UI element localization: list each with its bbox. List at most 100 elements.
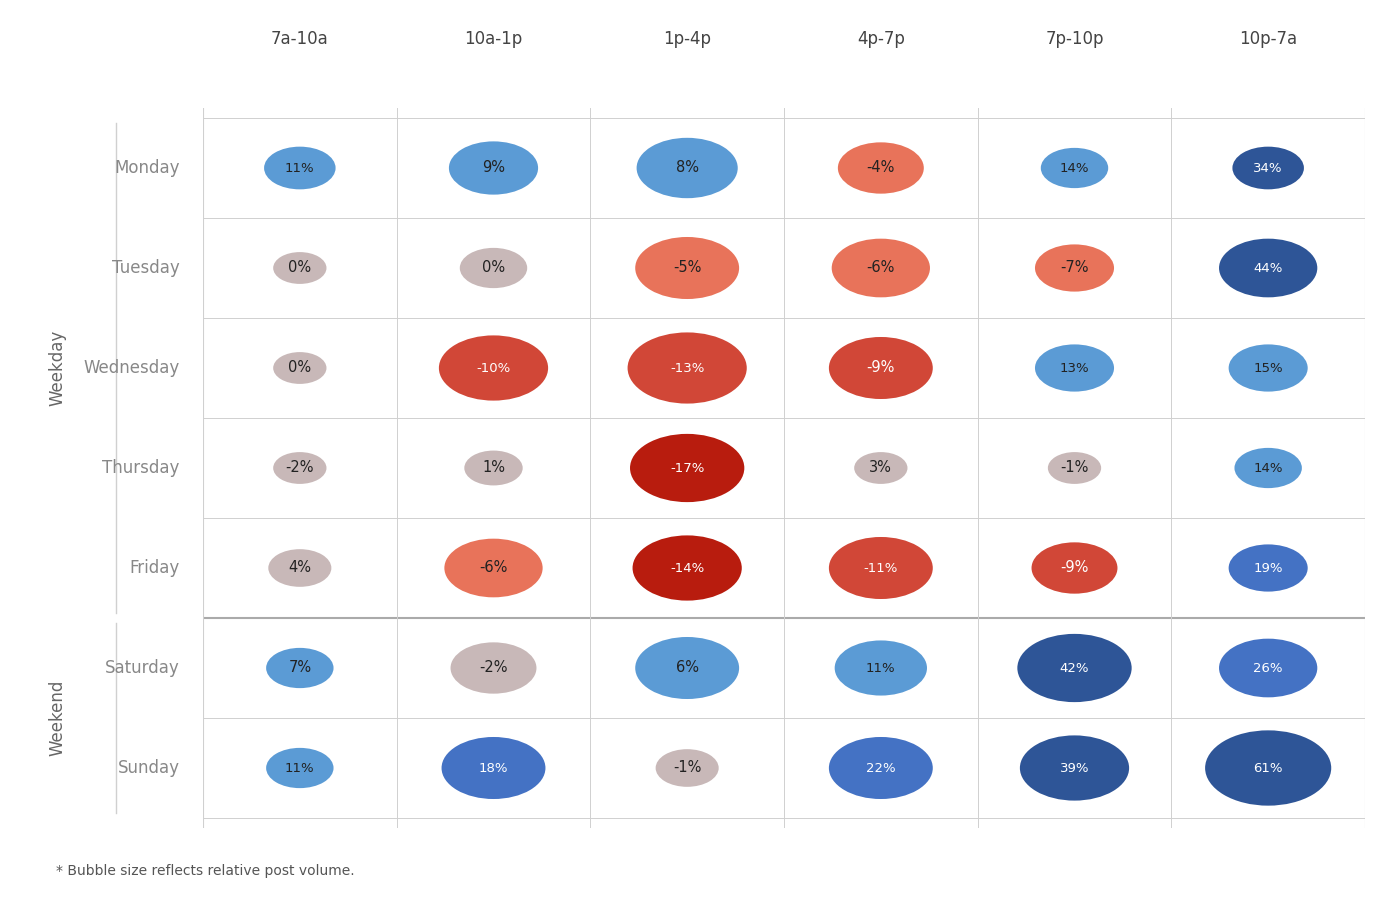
Text: 13%: 13% [1060,362,1089,374]
Text: Sunday: Sunday [118,759,179,777]
Ellipse shape [829,737,932,799]
Text: 11%: 11% [286,161,315,175]
Text: -1%: -1% [1060,461,1089,475]
Text: Friday: Friday [130,559,179,577]
Text: 6%: 6% [676,661,699,676]
Ellipse shape [266,748,333,788]
Text: -13%: -13% [671,362,704,374]
Text: 39%: 39% [1060,761,1089,775]
Ellipse shape [630,434,745,502]
Text: Saturday: Saturday [105,659,179,677]
Ellipse shape [834,641,927,696]
Text: 18%: 18% [479,761,508,775]
Text: 61%: 61% [1253,761,1282,775]
Text: -2%: -2% [286,461,314,475]
Ellipse shape [1019,735,1130,801]
Ellipse shape [273,252,326,284]
Ellipse shape [1232,147,1303,189]
Text: -7%: -7% [1060,260,1089,275]
Text: 15%: 15% [1253,362,1282,374]
Ellipse shape [829,537,932,599]
Ellipse shape [627,332,746,403]
Ellipse shape [1032,543,1117,594]
Ellipse shape [1229,544,1308,591]
Ellipse shape [1235,448,1302,488]
Ellipse shape [269,549,332,587]
Text: Weekend: Weekend [49,680,67,756]
Text: -14%: -14% [671,562,704,574]
Text: 9%: 9% [482,160,505,176]
Ellipse shape [273,352,326,384]
Text: 10a-1p: 10a-1p [465,30,522,48]
Text: -9%: -9% [867,361,895,375]
Text: -4%: -4% [867,160,895,176]
Text: -1%: -1% [673,760,701,776]
Ellipse shape [451,643,536,694]
Ellipse shape [444,539,543,598]
Text: 0%: 0% [288,361,311,375]
Ellipse shape [1229,345,1308,392]
Text: 1p-4p: 1p-4p [664,30,711,48]
Text: 10p-7a: 10p-7a [1239,30,1298,48]
Ellipse shape [1047,452,1102,484]
Text: -17%: -17% [671,462,704,474]
Text: 4%: 4% [288,561,311,575]
Text: 7%: 7% [288,661,311,676]
Text: 3%: 3% [869,461,892,475]
Text: 42%: 42% [1060,662,1089,674]
Text: 11%: 11% [286,761,315,775]
Text: 1%: 1% [482,461,505,475]
Text: Monday: Monday [115,159,179,177]
Ellipse shape [1205,730,1331,806]
Ellipse shape [854,452,907,484]
Ellipse shape [1035,345,1114,392]
Ellipse shape [1018,634,1131,702]
Ellipse shape [465,451,522,485]
Ellipse shape [1219,639,1317,698]
Text: 22%: 22% [867,761,896,775]
Text: -10%: -10% [476,362,511,374]
Ellipse shape [266,648,333,688]
Text: 14%: 14% [1060,161,1089,175]
Ellipse shape [438,336,549,400]
Text: -6%: -6% [867,260,895,275]
Text: 0%: 0% [288,260,311,275]
Ellipse shape [636,637,739,699]
Text: 19%: 19% [1253,562,1282,574]
Text: Weekday: Weekday [49,330,67,406]
Ellipse shape [633,536,742,600]
Text: -5%: -5% [673,260,701,275]
Ellipse shape [1035,245,1114,292]
Text: 44%: 44% [1253,262,1282,274]
Ellipse shape [441,737,546,799]
Text: -9%: -9% [1060,561,1089,575]
Text: Tuesday: Tuesday [112,259,179,277]
Ellipse shape [637,138,738,198]
Ellipse shape [1219,238,1317,297]
Ellipse shape [636,237,739,299]
Ellipse shape [1040,148,1109,188]
Text: 34%: 34% [1253,161,1282,175]
Text: Thursday: Thursday [102,459,179,477]
Ellipse shape [655,749,718,787]
Ellipse shape [449,141,538,194]
Ellipse shape [832,238,930,297]
Text: 14%: 14% [1253,462,1282,474]
Ellipse shape [829,337,932,399]
Text: * Bubble size reflects relative post volume.: * Bubble size reflects relative post vol… [56,863,354,878]
Ellipse shape [273,452,326,484]
Text: Wednesday: Wednesday [84,359,179,377]
Text: -2%: -2% [479,661,508,676]
Text: -6%: -6% [479,561,508,575]
Text: 7a-10a: 7a-10a [272,30,329,48]
Text: 0%: 0% [482,260,505,275]
Ellipse shape [459,248,528,288]
Text: 8%: 8% [676,160,699,176]
Ellipse shape [265,147,336,189]
Text: 26%: 26% [1253,662,1282,674]
Text: -11%: -11% [864,562,897,574]
Text: 7p-10p: 7p-10p [1046,30,1103,48]
Text: 4p-7p: 4p-7p [857,30,904,48]
Ellipse shape [837,142,924,194]
Text: 11%: 11% [867,662,896,674]
